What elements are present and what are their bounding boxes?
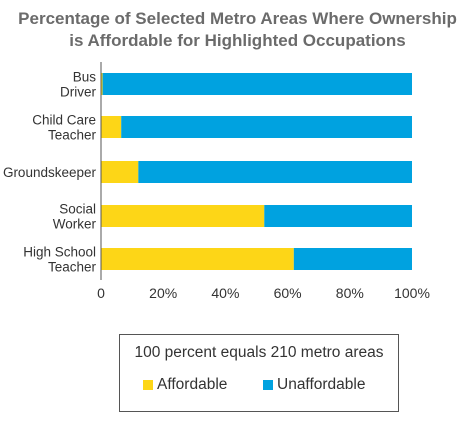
bar-affordable-2 [101, 161, 139, 183]
bar-affordable-3 [101, 205, 265, 227]
bar-unaffordable-4 [293, 248, 412, 270]
x-tick-label-4: 80% [336, 285, 364, 301]
x-tick-label-5: 100% [394, 285, 430, 301]
chart-title-line-2: is Affordable for Highlighted Occupation… [69, 31, 406, 50]
legend-swatch-affordable [143, 380, 153, 390]
y-tick-label-1: Child Care Teacher [32, 113, 96, 143]
y-tick-label-2: Groundskeeper [3, 165, 97, 180]
bar-unaffordable-1 [121, 116, 412, 138]
legend-note: 100 percent equals 210 metro areas [134, 344, 384, 361]
chart-title-line-1: Percentage of Selected Metro Areas Where… [18, 9, 457, 28]
y-tick-label-4: High School Teacher [23, 245, 96, 275]
x-tick-label-1: 20% [149, 285, 177, 301]
legend: 100 percent equals 210 metro areas Affor… [119, 334, 399, 412]
bar-chart: Bus Driver Child Care Teacher Groundskeeper S… [3, 62, 430, 301]
bar-affordable-4 [101, 248, 294, 270]
chart-title: Percentage of Selected Metro Areas Where… [0, 8, 475, 52]
x-tick-label-0: 0 [97, 285, 105, 301]
legend-label-affordable: Affordable [157, 376, 228, 393]
bar-unaffordable-3 [264, 205, 412, 227]
bar-unaffordable-0 [102, 73, 413, 95]
x-tick-label-3: 60% [274, 285, 302, 301]
bar-affordable-0 [101, 73, 103, 95]
x-tick-label-2: 40% [211, 285, 239, 301]
y-tick-label-0: Bus Driver [60, 70, 97, 100]
legend-item-affordable: Affordable [143, 376, 227, 394]
bar-unaffordable-2 [138, 161, 412, 183]
legend-swatch-unaffordable [263, 380, 273, 390]
legend-item-unaffordable: Unaffordable [263, 376, 365, 394]
bar-affordable-1 [101, 116, 122, 138]
y-tick-label-3: Social Worker [53, 202, 97, 232]
legend-label-unaffordable: Unaffordable [277, 376, 366, 393]
